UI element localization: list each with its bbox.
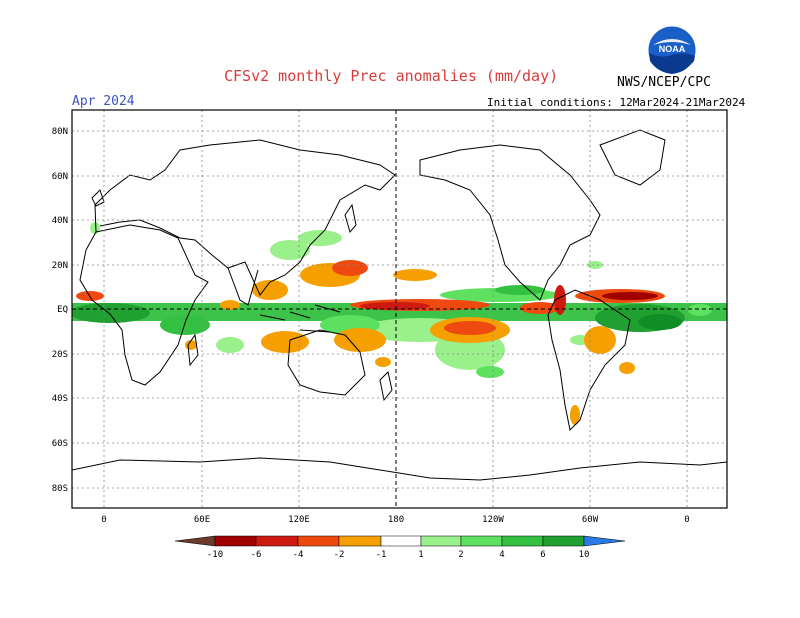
colorbar-label: 4 bbox=[499, 550, 504, 560]
lon-label: 0 bbox=[684, 515, 689, 525]
initial-conditions: Initial conditions: 12Mar2024-21Mar2024 bbox=[487, 96, 746, 109]
lat-label: 80N bbox=[52, 127, 68, 137]
lon-label: 120E bbox=[288, 515, 310, 525]
colorbar-arrow-left bbox=[174, 535, 216, 547]
colorbar-label: -2 bbox=[334, 550, 345, 560]
colorbar-swatch bbox=[255, 535, 299, 547]
logo-text: NOAA bbox=[659, 44, 686, 54]
lat-label: 80S bbox=[52, 484, 68, 494]
lat-label: 60N bbox=[52, 172, 68, 182]
lon-label: 60W bbox=[582, 515, 599, 525]
lon-label: 120W bbox=[482, 515, 504, 525]
lon-labels: 0 60E 120E 180 120W 60W 0 bbox=[101, 515, 689, 525]
color-bar: -10 -6 -4 -2 -1 1 2 4 6 10 bbox=[174, 535, 626, 560]
lat-label: 20S bbox=[52, 350, 68, 360]
lat-label: EQ bbox=[57, 305, 68, 315]
colorbar-label: -10 bbox=[207, 550, 223, 560]
colorbar-arrow-right bbox=[583, 535, 626, 547]
lon-label: 60E bbox=[194, 515, 210, 525]
colorbar-swatch bbox=[420, 535, 462, 547]
colorbar-label: 2 bbox=[458, 550, 463, 560]
lat-label: 20N bbox=[52, 261, 68, 271]
noaa-logo: NOAA bbox=[647, 25, 697, 75]
colorbar-label: 6 bbox=[540, 550, 545, 560]
lon-label: 180 bbox=[388, 515, 404, 525]
lat-label: 40S bbox=[52, 394, 68, 404]
colorbar-swatch bbox=[380, 535, 422, 547]
colorbar-swatch bbox=[501, 535, 544, 547]
colorbar-label: -6 bbox=[251, 550, 262, 560]
colorbar-swatch bbox=[338, 535, 382, 547]
colorbar-swatch bbox=[542, 535, 585, 547]
equator-dateline bbox=[72, 110, 727, 508]
lat-labels: 80N 60N 40N 20N EQ 20S 40S 60S 80S bbox=[52, 127, 68, 494]
colorbar-label: 10 bbox=[579, 550, 590, 560]
chart-title: CFSv2 monthly Prec anomalies (mm/day) bbox=[224, 67, 559, 85]
lon-label: 0 bbox=[101, 515, 106, 525]
forecast-month: Apr 2024 bbox=[72, 94, 135, 109]
lat-label: 60S bbox=[52, 439, 68, 449]
anomaly-shading bbox=[72, 222, 727, 425]
colorbar-swatch bbox=[297, 535, 340, 547]
agency-label: NWS/NCEP/CPC bbox=[617, 75, 711, 90]
colorbar-label: -1 bbox=[376, 550, 387, 560]
colorbar-label: -4 bbox=[293, 550, 304, 560]
colorbar-label: 1 bbox=[418, 550, 423, 560]
coastlines bbox=[72, 129, 727, 481]
graticule bbox=[72, 110, 727, 508]
colorbar-swatch bbox=[214, 535, 257, 547]
map-frame bbox=[71, 109, 728, 509]
lat-label: 40N bbox=[52, 216, 68, 226]
colorbar-swatch bbox=[460, 535, 503, 547]
